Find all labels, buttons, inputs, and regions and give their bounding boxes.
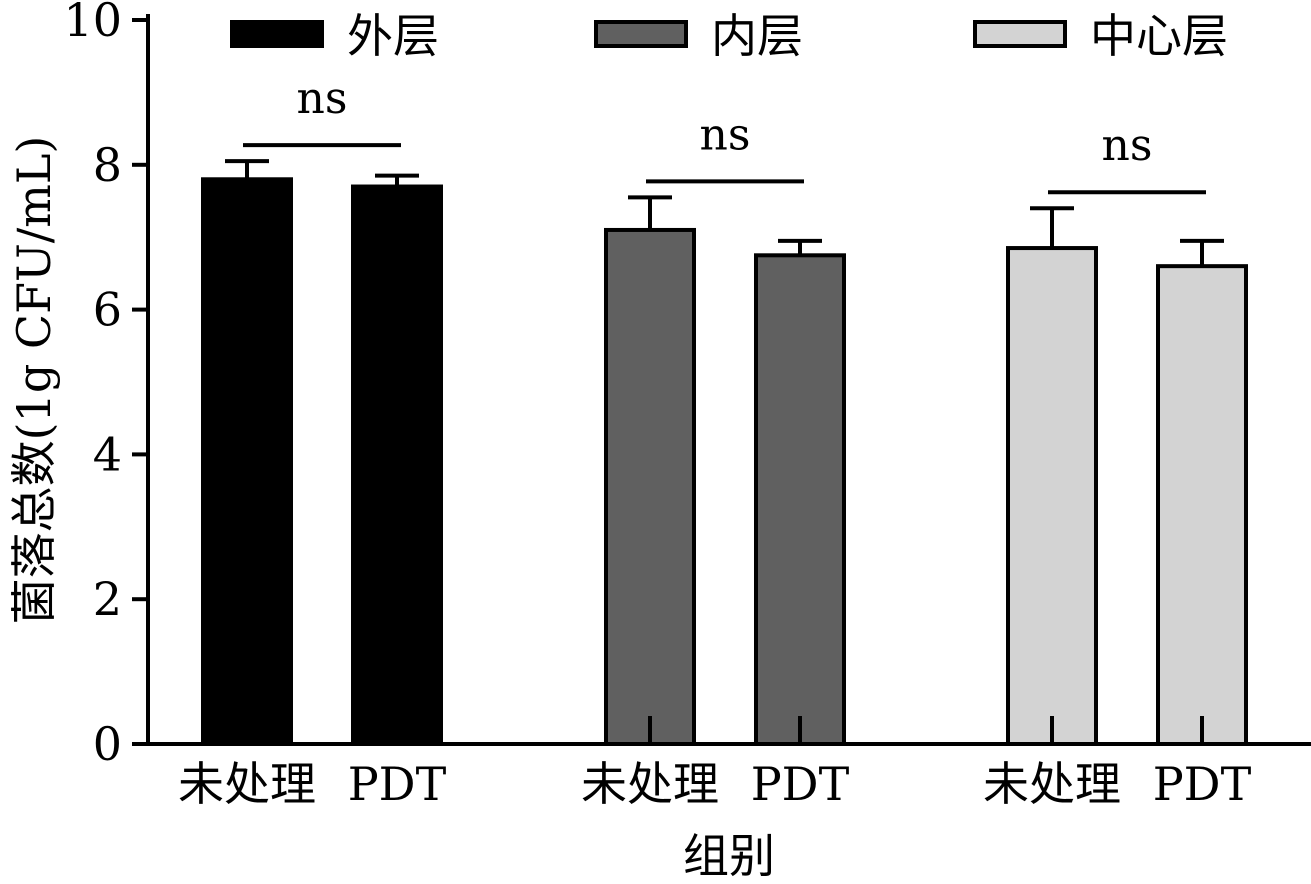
bar bbox=[604, 227, 696, 746]
x-axis-title: 组别 bbox=[683, 829, 775, 883]
x-tick-label: PDT bbox=[1153, 757, 1252, 811]
legend-swatch bbox=[973, 20, 1067, 48]
y-tick-label: 4 bbox=[93, 427, 122, 481]
legend-label: 内层 bbox=[711, 9, 803, 63]
x-tick-label: PDT bbox=[348, 757, 447, 811]
significance-label: ns bbox=[297, 73, 348, 124]
bar bbox=[754, 253, 846, 747]
bar bbox=[201, 177, 293, 746]
y-tick-label: 8 bbox=[93, 138, 122, 192]
legend-swatch bbox=[594, 20, 688, 48]
x-tick-label: 未处理 bbox=[178, 757, 316, 811]
bar bbox=[1156, 264, 1248, 746]
legend-label: 外层 bbox=[347, 9, 439, 63]
y-tick-label: 10 bbox=[63, 0, 122, 47]
x-tick-label: PDT bbox=[751, 757, 850, 811]
y-axis-title: 菌落总数(1g CFU/mL) bbox=[7, 136, 61, 625]
bar bbox=[351, 184, 443, 746]
y-tick-label: 6 bbox=[93, 283, 122, 337]
y-tick-label: 2 bbox=[93, 572, 122, 626]
legend-label: 中心层 bbox=[1090, 9, 1228, 63]
legend-swatch bbox=[230, 20, 324, 48]
bar bbox=[1006, 246, 1098, 746]
x-tick-label: 未处理 bbox=[581, 757, 719, 811]
significance-label: ns bbox=[1102, 120, 1153, 171]
y-tick-label: 0 bbox=[93, 717, 122, 771]
x-tick-label: 未处理 bbox=[983, 757, 1121, 811]
significance-label: ns bbox=[700, 109, 751, 160]
